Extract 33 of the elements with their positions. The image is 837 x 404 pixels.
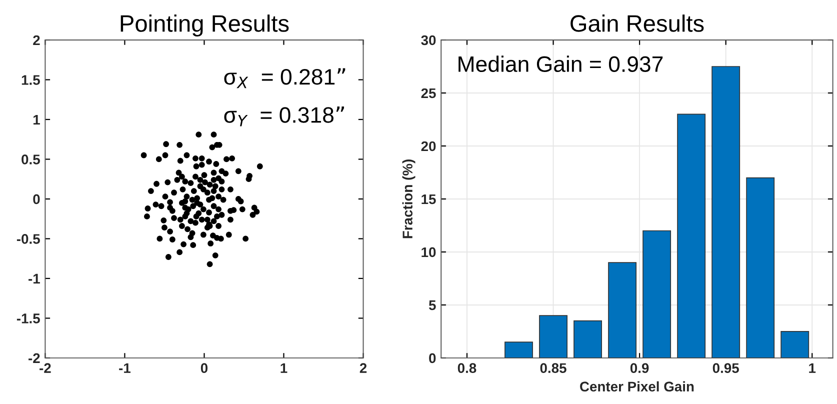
- x-tick-label: -1: [119, 363, 130, 373]
- chart-title: Pointing Results: [120, 14, 289, 37]
- y-tick-label: 25: [421, 88, 436, 98]
- chart-title: Gain Results: [570, 14, 704, 32]
- y-tick-label: 10: [422, 247, 436, 258]
- y-tick-label: 2: [33, 35, 40, 46]
- annotation: σ$_{Y}$ = 0.318”: [224, 106, 344, 126]
- x-tick-label: 0.9: [630, 363, 649, 374]
- x-tick-label: 0.8: [458, 363, 476, 374]
- x-tick-label: 0.85: [540, 363, 566, 374]
- y-tick-label: 0: [429, 353, 436, 364]
- y-tick-label: 0.5: [22, 154, 40, 164]
- x-axis-title: Center Pixel Gain: [580, 381, 694, 392]
- x-tick-label: -2: [40, 363, 51, 373]
- x-tick-label: 2: [360, 363, 367, 373]
- annotation: Median Gain = 0.937: [458, 56, 663, 72]
- x-tick-label: 1: [809, 363, 816, 373]
- y-tick-label: -1.5: [16, 314, 40, 324]
- x-tick-label: 1: [280, 363, 288, 373]
- y-tick-label: 0: [33, 194, 40, 204]
- x-tick-label: 0: [200, 363, 208, 374]
- x-tick-label: 0.95: [712, 363, 739, 374]
- y-axis-title: Fraction (%): [402, 160, 416, 238]
- y-tick-label: 30: [421, 35, 436, 46]
- y-tick-label: 15: [422, 194, 436, 204]
- annotation: σ$_{X}$ = 0.281”: [224, 68, 346, 88]
- y-tick-label: 5: [428, 300, 436, 310]
- y-tick-label: 1: [33, 114, 40, 125]
- y-tick-label: -0.5: [16, 234, 40, 244]
- y-tick-label: 20: [421, 141, 436, 152]
- y-tick-label: -1: [28, 274, 40, 284]
- y-tick-label: -2: [28, 353, 40, 363]
- y-tick-label: 1.5: [22, 75, 40, 85]
